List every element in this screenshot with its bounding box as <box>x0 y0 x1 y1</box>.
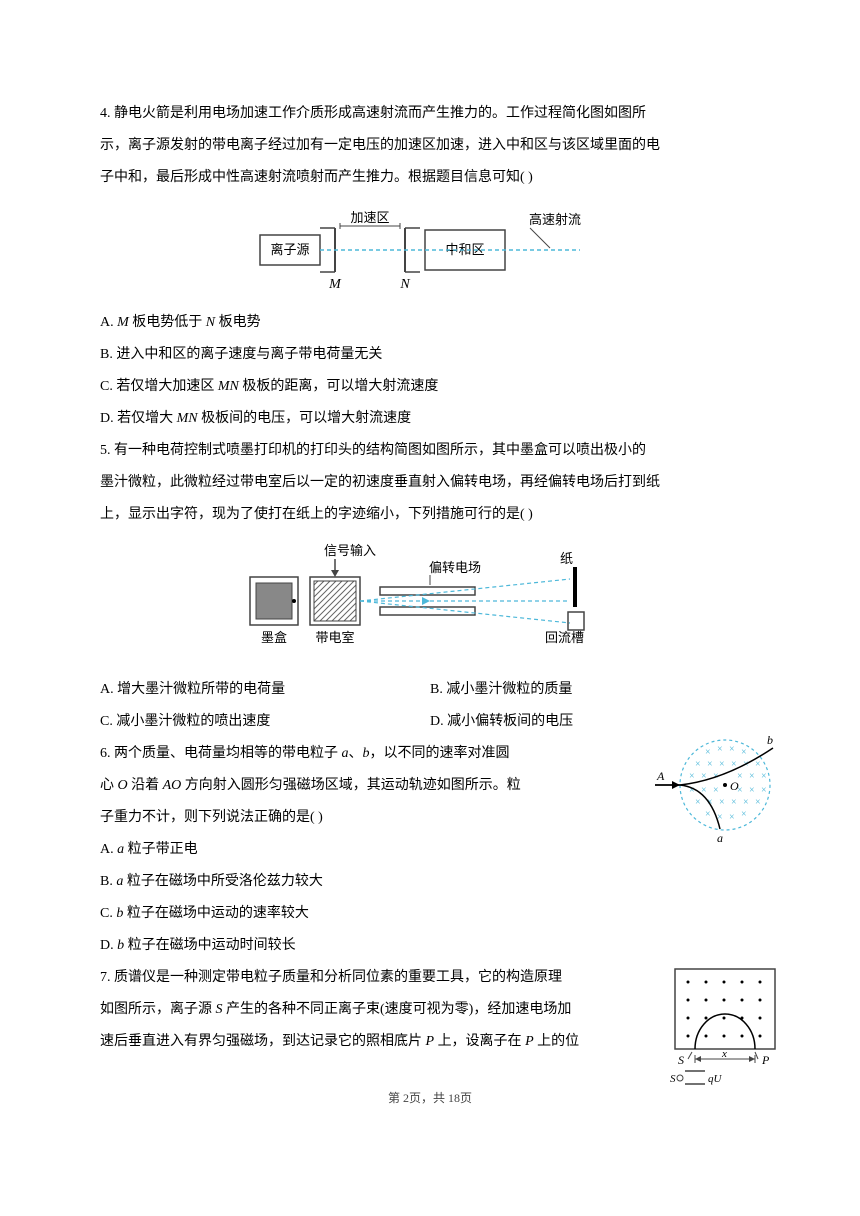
q6-optD: D. b 粒子在磁场中运动时间较长 <box>100 932 760 960</box>
q7-stem: 7. 质谱仪是一种测定带电粒子质量和分析同位素的重要工具，它的构造原理 <box>100 964 760 992</box>
svg-text:qU: qU <box>708 1073 723 1085</box>
svg-text:×: × <box>741 747 747 758</box>
svg-text:M: M <box>328 277 342 290</box>
svg-text:P: P <box>761 1053 770 1067</box>
label-return: 回流槽 <box>545 630 584 645</box>
label-paper: 纸 <box>560 551 573 566</box>
svg-text:×: × <box>705 809 711 820</box>
q7-figure: S P x S qU <box>670 964 780 1105</box>
label-accel: 加速区 <box>350 210 389 225</box>
q5-stem: 5. 有一种电荷控制式喷墨打印机的打印头的结构简图如图所示，其中墨盒可以喷出极小… <box>100 437 760 465</box>
q6-optB: B. a 粒子在磁场中所受洛伦兹力较大 <box>100 868 760 896</box>
q5-optC: C. 减小墨汁微粒的喷出速度 <box>100 708 430 736</box>
q6-figure: ×××× ×××××× ×××××× ×××××× ×××××× ×××× O … <box>655 730 780 856</box>
svg-text:O: O <box>730 779 739 793</box>
page-footer: 第 2页，共 18页 <box>100 1086 760 1110</box>
svg-text:×: × <box>755 759 761 770</box>
svg-text:×: × <box>761 785 767 796</box>
q6-wrap: ×××× ×××××× ×××××× ×××××× ×××××× ×××× O … <box>100 740 760 864</box>
q5-optA: A. 增大墨汁微粒所带的电荷量 <box>100 676 430 704</box>
svg-text:×: × <box>713 785 719 796</box>
q5-options-1: A. 增大墨汁微粒所带的电荷量 B. 减小墨汁微粒的质量 <box>100 676 760 708</box>
svg-text:S: S <box>678 1053 684 1067</box>
svg-text:A: A <box>656 769 665 783</box>
q4-line3: 子中和，最后形成中性高速射流喷射而产生推力。根据题目信息可知( ) <box>100 164 760 192</box>
q4-optB: B. 进入中和区的离子速度与离子带电荷量无关 <box>100 341 760 369</box>
label-ink: 墨盒 <box>261 630 287 645</box>
q6-num: 6. <box>100 746 111 761</box>
q4-optC: C. 若仅增大加速区 MN 极板的距离，可以增大射流速度 <box>100 373 760 401</box>
svg-text:×: × <box>741 809 747 820</box>
svg-text:×: × <box>731 797 737 808</box>
q5-optB: B. 减小墨汁微粒的质量 <box>430 676 760 704</box>
q5-line1: 有一种电荷控制式喷墨打印机的打印头的结构简图如图所示，其中墨盒可以喷出极小的 <box>114 443 646 458</box>
q6-optC: C. b 粒子在磁场中运动的速率较大 <box>100 900 760 928</box>
q5-figure: 墨盒 带电室 信号输入 偏转电场 纸 回流槽 <box>100 537 760 668</box>
label-ion-source: 离子源 <box>270 242 309 257</box>
svg-text:×: × <box>749 785 755 796</box>
label-signal: 信号输入 <box>324 543 376 558</box>
svg-text:×: × <box>749 771 755 782</box>
q7-line1: 质谱仪是一种测定带电粒子质量和分析同位素的重要工具，它的构造原理 <box>114 970 562 985</box>
q7-wrap: S P x S qU 7. 质谱仪是一种测定带电粒子质量和分析同位素的重要工具，… <box>100 964 760 1056</box>
q7-line2: 如图所示，离子源 S 产生的各种不同正离子束(速度可视为零)，经加速电场加 <box>100 996 760 1024</box>
q5-num: 5. <box>100 443 111 458</box>
label-deflect: 偏转电场 <box>429 560 481 575</box>
svg-text:×: × <box>717 744 723 755</box>
q7-num: 7. <box>100 970 111 985</box>
svg-text:S: S <box>670 1073 676 1085</box>
svg-text:×: × <box>689 771 695 782</box>
q7-line3: 速后垂直进入有界匀强磁场，到达记录它的照相底片 P 上，设离子在 P 上的位 <box>100 1028 760 1056</box>
q4-figure: 离子源 加速区 中和区 高速射流 M N <box>100 200 760 301</box>
svg-text:b: b <box>767 733 773 747</box>
svg-text:a: a <box>717 831 723 845</box>
q4-optA: A. M 板电势低于 N 板电势 <box>100 309 760 337</box>
svg-text:×: × <box>755 797 761 808</box>
svg-text:×: × <box>743 797 749 808</box>
svg-text:N: N <box>399 277 410 290</box>
q5-line3: 上，显示出字符，现为了使打在纸上的字迹缩小，下列措施可行的是( ) <box>100 501 760 529</box>
svg-text:×: × <box>729 812 735 823</box>
label-jet: 高速射流 <box>529 212 581 227</box>
svg-text:×: × <box>695 759 701 770</box>
q4-num: 4. <box>100 106 111 121</box>
svg-text:×: × <box>729 744 735 755</box>
svg-text:x: x <box>721 1048 727 1060</box>
q4-line1: 静电火箭是利用电场加速工作介质形成高速射流而产生推力的。工作过程简化图如图所 <box>114 106 646 121</box>
svg-text:×: × <box>705 747 711 758</box>
svg-text:×: × <box>707 759 713 770</box>
q4-line2: 示，离子源发射的带电离子经过加有一定电压的加速区加速，进入中和区与该区域里面的电 <box>100 132 760 160</box>
svg-text:×: × <box>761 771 767 782</box>
svg-text:×: × <box>719 797 725 808</box>
q5-line2: 墨汁微粒，此微粒经过带电室后以一定的初速度垂直射入偏转电场，再经偏转电场后打到纸 <box>100 469 760 497</box>
label-neutral: 中和区 <box>445 242 484 257</box>
label-charge: 带电室 <box>315 630 354 645</box>
svg-text:×: × <box>695 797 701 808</box>
q4-optD: D. 若仅增大 MN 极板间的电压，可以增大射流速度 <box>100 405 760 433</box>
q4-stem: 4. 静电火箭是利用电场加速工作介质形成高速射流而产生推力的。工作过程简化图如图… <box>100 100 760 128</box>
svg-text:×: × <box>719 759 725 770</box>
